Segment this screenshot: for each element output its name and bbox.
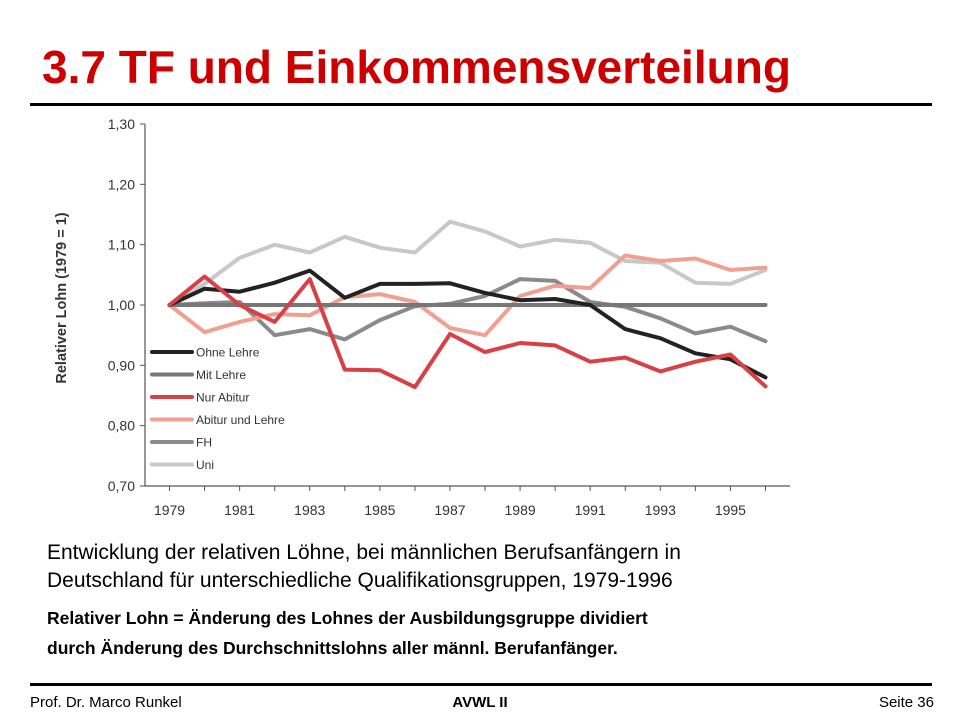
y-tick-label: 0,90 [108,357,135,373]
line-chart: 0,70 0,80 0,90 1,00 1,10 1,20 1,30 1979 1981 198… [54,116,790,518]
y-tick-label: 1,30 [108,116,135,132]
series-line-uni [167,219,768,307]
y-tick-label: 0,70 [108,478,135,494]
footer-page-number: Seite 36 [878,694,934,711]
x-tick-labels: 1979 1981 1983 1985 1987 1989 1991 1993 1995 [154,502,746,518]
legend-label: Abitur und Lehre [196,413,285,427]
caption-line: Entwicklung der relativen Löhne, bei män… [47,541,681,564]
y-tick-label: 1,20 [108,176,135,192]
title-divider [30,103,932,106]
y-tick-label: 0,80 [108,418,135,434]
y-tick-labels: 0,70 0,80 0,90 1,00 1,10 1,20 1,30 [108,116,135,494]
definition-line: Relativer Lohn = Änderung des Lohnes der… [47,608,648,628]
x-tick-label: 1987 [434,502,465,518]
x-tick-label: 1983 [294,502,325,518]
chart-container: 0,70 0,80 0,90 1,00 1,10 1,20 1,30 1979 1981 198… [30,108,810,533]
chart-caption: Entwicklung der relativen Löhne, bei män… [47,539,927,595]
footer-course: AVWL II [452,694,508,711]
series-line-nur-abitur [167,274,768,390]
x-tick-label: 1991 [575,502,606,518]
footer-divider [30,683,932,686]
x-tick-label: 1981 [224,502,255,518]
x-tick-label: 1995 [715,502,746,518]
legend-label: Nur Abitur [196,391,249,405]
x-tick-label: 1985 [364,502,395,518]
caption-line: Deutschland für unterschiedliche Qualifi… [47,569,673,592]
x-tick-label: 1979 [154,502,185,518]
definition-line: durch Änderung des Durchschnittslohns al… [47,638,618,658]
legend-label: FH [196,436,212,450]
slide-title: 3.7 TF und Einkommensverteilung [42,41,791,93]
legend-label: Uni [196,458,214,472]
legend-label: Mit Lehre [196,368,246,382]
chart-axes [140,123,790,491]
x-tick-label: 1989 [505,502,536,518]
series-line-abitur-und-lehre [167,253,768,338]
x-tick-label: 1993 [645,502,676,518]
legend-label: Ohne Lehre [196,346,260,360]
footer-author: Prof. Dr. Marco Runkel [30,694,182,711]
chart-legend: Ohne Lehre Mit Lehre Nur Abitur Abitur und … [150,346,285,472]
y-tick-label: 1,10 [108,237,135,253]
y-tick-label: 1,00 [108,297,135,313]
definition-text: Relativer Lohn = Änderung des Lohnes der… [47,603,927,663]
y-axis-label: Relativer Lohn (1979 = 1) [54,212,70,383]
series-line-fh [167,277,768,344]
series-lines [167,219,768,390]
series-line-ohne-lehre [167,268,768,380]
